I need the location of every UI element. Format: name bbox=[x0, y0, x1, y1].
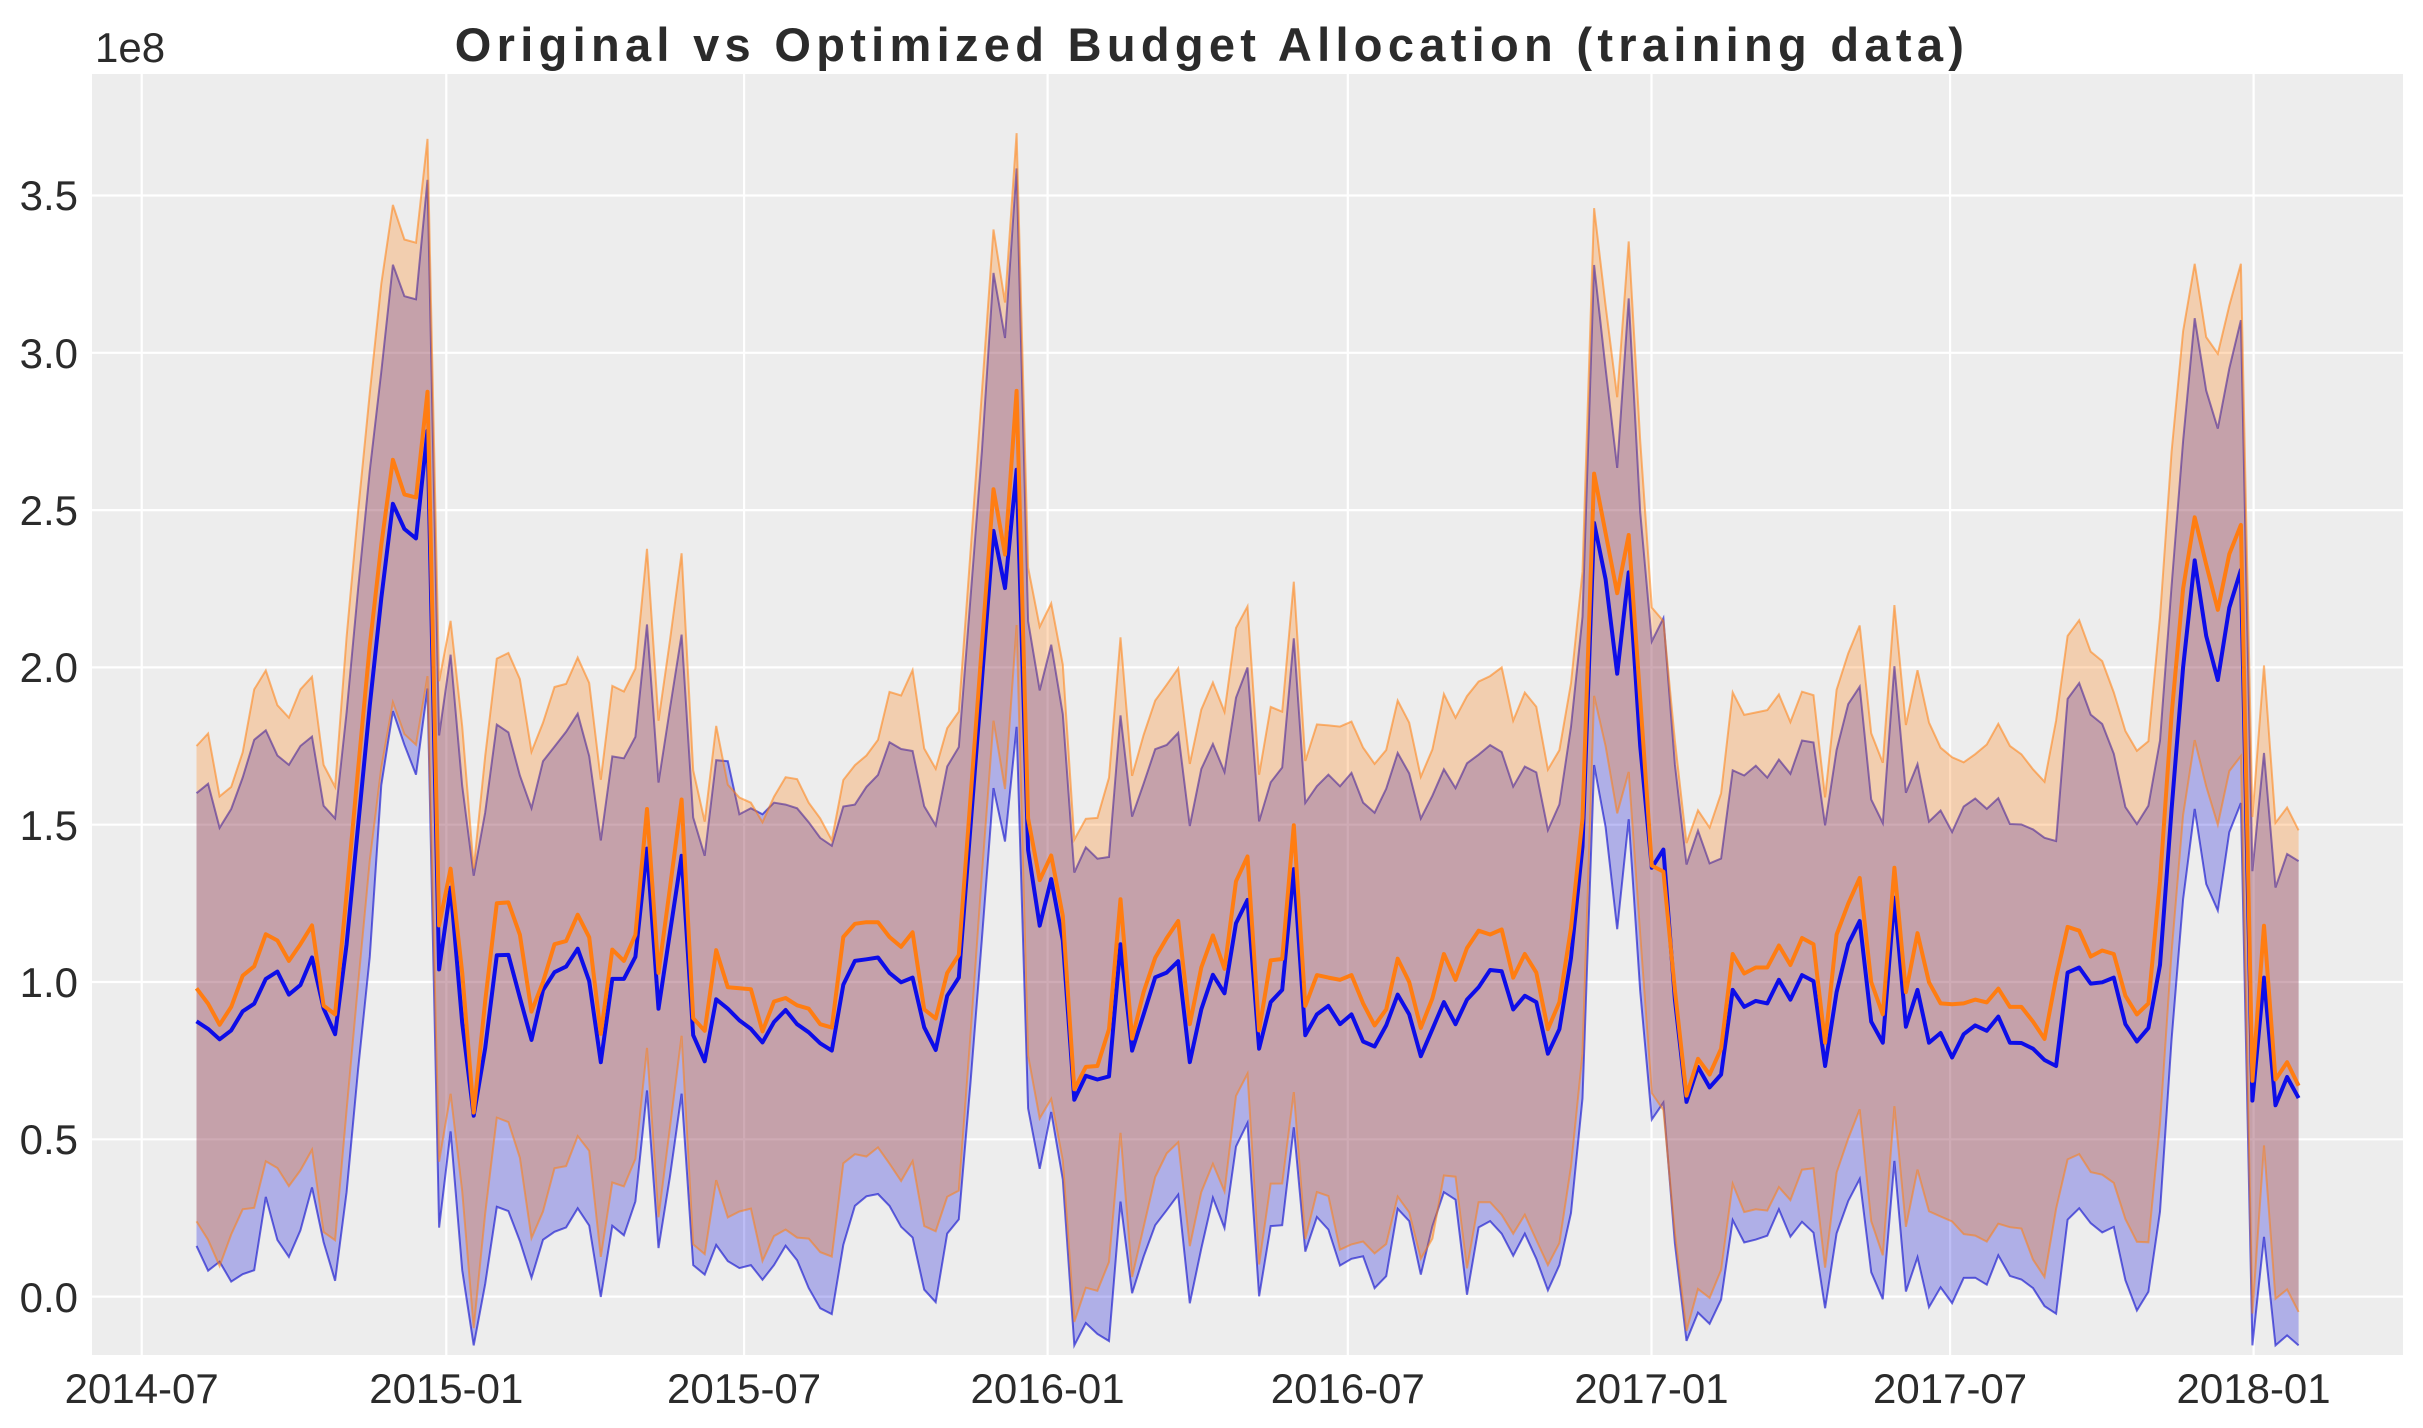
svg-text:2.5: 2.5 bbox=[20, 487, 78, 534]
svg-text:2018-01: 2018-01 bbox=[2177, 1365, 2331, 1412]
svg-text:2017-01: 2017-01 bbox=[1574, 1365, 1728, 1412]
svg-text:2.0: 2.0 bbox=[20, 644, 78, 691]
svg-text:Original vs Optimized Budget A: Original vs Optimized Budget Allocation … bbox=[455, 18, 1969, 71]
svg-text:2016-07: 2016-07 bbox=[1271, 1365, 1425, 1412]
svg-text:0.5: 0.5 bbox=[20, 1116, 78, 1163]
svg-text:3.5: 3.5 bbox=[20, 172, 78, 219]
svg-text:2016-01: 2016-01 bbox=[971, 1365, 1125, 1412]
svg-text:1e8: 1e8 bbox=[95, 24, 165, 71]
svg-text:2014-07: 2014-07 bbox=[65, 1365, 219, 1412]
svg-text:3.0: 3.0 bbox=[20, 330, 78, 377]
svg-text:2015-01: 2015-01 bbox=[369, 1365, 523, 1412]
svg-text:2015-07: 2015-07 bbox=[667, 1365, 821, 1412]
svg-text:0.0: 0.0 bbox=[20, 1274, 78, 1321]
svg-text:1.5: 1.5 bbox=[20, 802, 78, 849]
svg-text:1.0: 1.0 bbox=[20, 959, 78, 1006]
svg-text:2017-07: 2017-07 bbox=[1873, 1365, 2027, 1412]
